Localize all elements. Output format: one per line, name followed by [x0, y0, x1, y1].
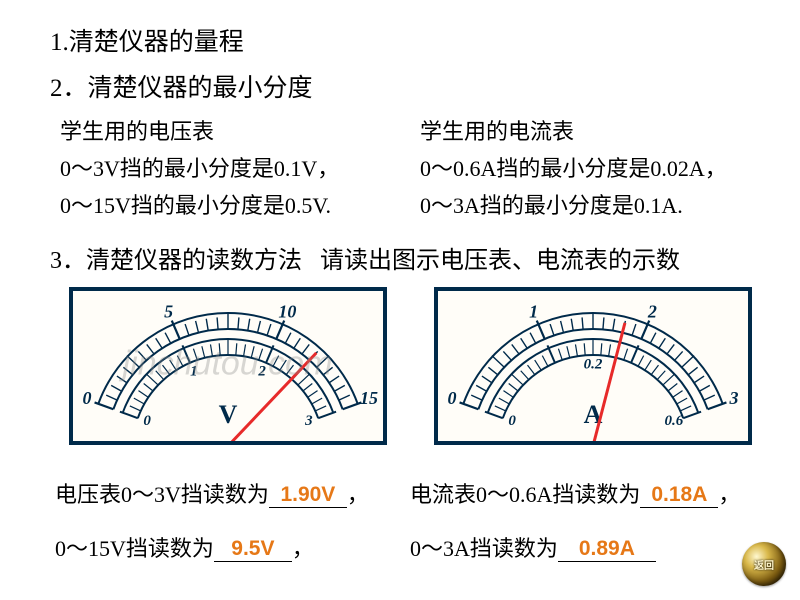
svg-text:0.6: 0.6	[664, 413, 683, 429]
reading-1a: 电压表0～3V挡读数为1.90V，	[55, 477, 410, 509]
svg-text:15: 15	[359, 388, 377, 408]
svg-text:0: 0	[143, 413, 151, 429]
amp-title: 学生用的电流表	[420, 115, 770, 148]
r1a-val: 1.90V	[269, 483, 347, 508]
svg-text:V: V	[218, 400, 237, 429]
r2a-val: 9.5V	[214, 537, 292, 562]
svg-text:0: 0	[82, 388, 91, 408]
r2b-pre: 0～3A挡读数为	[410, 536, 558, 561]
svg-text:2: 2	[257, 363, 266, 379]
heading-1: 1.清楚仪器的量程	[50, 24, 770, 62]
svg-text:3: 3	[728, 388, 738, 408]
svg-text:0: 0	[447, 388, 456, 408]
svg-text:1: 1	[190, 363, 198, 379]
r1b-pre: 电流表0～0.6A挡读数为	[410, 482, 640, 507]
svg-text:1: 1	[529, 301, 538, 321]
r2a-pre: 0～15V挡读数为	[55, 536, 214, 561]
ammeter: 012300.20.6A	[434, 287, 752, 445]
heading-3a: 3．清楚仪器的读数方法	[50, 240, 302, 275]
r2b-val: 0.89A	[558, 537, 656, 562]
reading-1b: 电流表0～0.6A挡读数为0.18A，	[410, 477, 765, 509]
reading-2a: 0～15V挡读数为9.5V，	[55, 531, 410, 563]
amp-line2: 0～3A挡的最小分度是0.1A.	[420, 189, 770, 222]
svg-text:10: 10	[278, 301, 296, 321]
svg-text:5: 5	[164, 301, 173, 321]
back-button[interactable]: 返回	[742, 542, 786, 586]
volt-line1: 0～3V挡的最小分度是0.1V，	[60, 152, 410, 185]
r1a-comma: ，	[347, 482, 369, 507]
svg-text:0: 0	[508, 413, 516, 429]
volt-title: 学生用的电压表	[60, 115, 410, 148]
svg-text:2: 2	[646, 301, 656, 321]
svg-text:0.2: 0.2	[583, 356, 602, 372]
back-label: 返回	[754, 557, 774, 572]
volt-line2: 0～15V挡的最小分度是0.5V.	[60, 189, 410, 222]
amp-line1: 0～0.6A挡的最小分度是0.02A，	[420, 152, 770, 185]
r1a-pre: 电压表0～3V挡读数为	[55, 482, 269, 507]
r2a-comma: ，	[292, 536, 314, 561]
reading-2b: 0～3A挡读数为0.89A	[410, 531, 765, 563]
heading-3b: 请读出图示电压表、电流表的示数	[320, 240, 680, 275]
r1b-val: 0.18A	[640, 483, 718, 508]
voltmeter: jinchutou.com 0510150123V	[69, 287, 387, 445]
svg-text:3: 3	[304, 413, 313, 429]
r1b-comma: ，	[718, 482, 740, 507]
heading-2: 2．清楚仪器的最小分度	[50, 70, 770, 108]
